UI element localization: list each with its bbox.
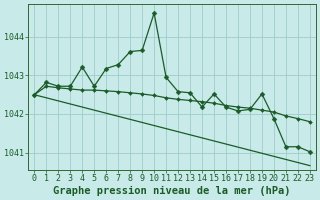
X-axis label: Graphe pression niveau de la mer (hPa): Graphe pression niveau de la mer (hPa) bbox=[53, 186, 291, 196]
